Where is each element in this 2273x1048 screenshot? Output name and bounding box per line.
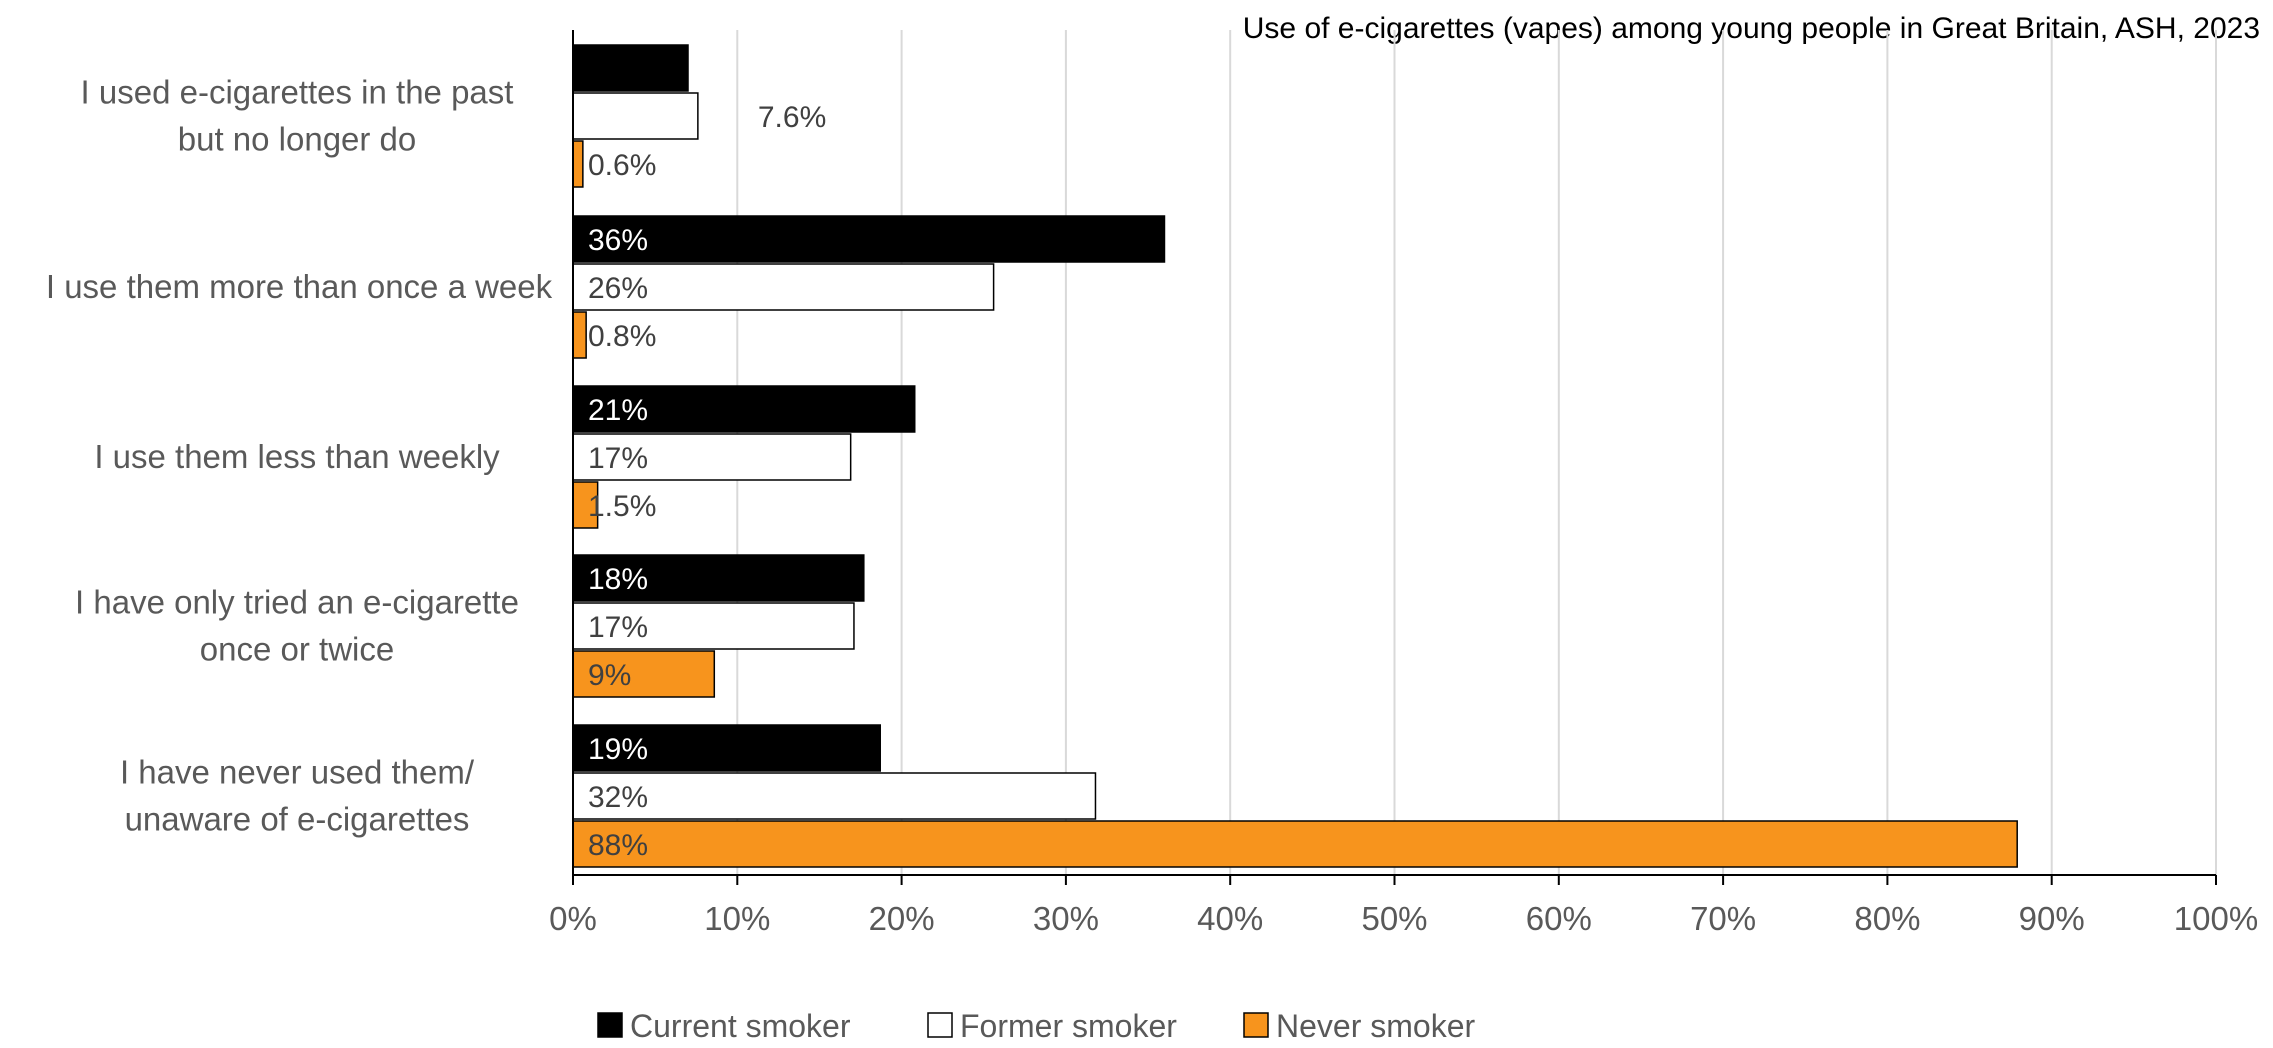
- category-label: I use them more than once a week: [46, 268, 553, 305]
- data-label: 9%: [588, 659, 631, 692]
- category-label: but no longer do: [178, 121, 417, 158]
- legend-swatch: [927, 1012, 953, 1038]
- x-tick-label: 50%: [1361, 900, 1427, 937]
- legend-label: Current smoker: [630, 1008, 851, 1044]
- bar: [572, 215, 1166, 263]
- data-label: 88%: [588, 829, 648, 862]
- x-tick-label: 80%: [1854, 900, 1920, 937]
- bar: [572, 311, 587, 359]
- x-tick-label: 70%: [1690, 900, 1756, 937]
- data-label: 18%: [588, 563, 648, 596]
- x-tick-label: 40%: [1197, 900, 1263, 937]
- bar: [572, 385, 916, 433]
- data-labels: 7.0% 36% 21% 18% 19% 7.6% 26% 17% 17% 32% 0.6% 0.8%…: [588, 53, 851, 862]
- data-label: 0.6%: [588, 149, 656, 182]
- category-label: I use them less than weekly: [94, 438, 500, 475]
- chart-title: Use of e-cigarettes (vapes) among young …: [1243, 12, 2260, 45]
- x-tick-label: 100%: [2174, 900, 2258, 937]
- category-label: I used e-cigarettes in the past: [81, 74, 514, 111]
- x-tick-label: 60%: [1526, 900, 1592, 937]
- bar: [572, 92, 699, 140]
- data-label: 36%: [588, 224, 648, 257]
- bar: [572, 554, 865, 602]
- data-label: 21%: [588, 394, 648, 427]
- category-label: once or twice: [200, 631, 394, 668]
- category-label: unaware of e-cigarettes: [125, 801, 470, 838]
- bar: [572, 820, 2018, 868]
- legend-swatch: [1243, 1012, 1269, 1038]
- data-label: 17%: [588, 611, 648, 644]
- data-label: 32%: [588, 781, 648, 814]
- data-label: 19%: [588, 733, 648, 766]
- category-label: I have never used them/: [120, 754, 475, 791]
- gridlines: [736, 30, 2217, 875]
- legend-swatch: [597, 1012, 623, 1038]
- x-tick-label: 30%: [1033, 900, 1099, 937]
- bar: [572, 772, 1097, 820]
- x-tick-label: 10%: [704, 900, 770, 937]
- legend-label: Former smoker: [960, 1008, 1177, 1044]
- data-label: 7.6%: [758, 101, 826, 134]
- bar: [572, 140, 584, 188]
- x-tick-label: 20%: [869, 900, 935, 937]
- data-label: 0.8%: [588, 320, 656, 353]
- category-labels: I used e-cigarettes in the past but no lo…: [46, 74, 553, 838]
- legend-label: Never smoker: [1276, 1008, 1476, 1044]
- x-tick-label: 0%: [549, 900, 597, 937]
- data-label: 7.0%: [783, 53, 851, 86]
- legend: Current smoker Former smoker Never smoker: [597, 1008, 1476, 1044]
- bar: [572, 650, 716, 698]
- data-label: 1.5%: [588, 490, 656, 523]
- bar: [572, 44, 689, 92]
- x-tick-label: 90%: [2019, 900, 2085, 937]
- data-label: 17%: [588, 442, 648, 475]
- bar: [572, 263, 995, 311]
- data-label: 26%: [588, 272, 648, 305]
- x-tick-labels: 0% 10% 20% 30% 40% 50% 60% 70% 80% 90% 100%: [549, 900, 2258, 937]
- category-label: I have only tried an e-cigarette: [75, 584, 519, 621]
- bars: [572, 44, 2018, 868]
- axes: [572, 30, 2217, 885]
